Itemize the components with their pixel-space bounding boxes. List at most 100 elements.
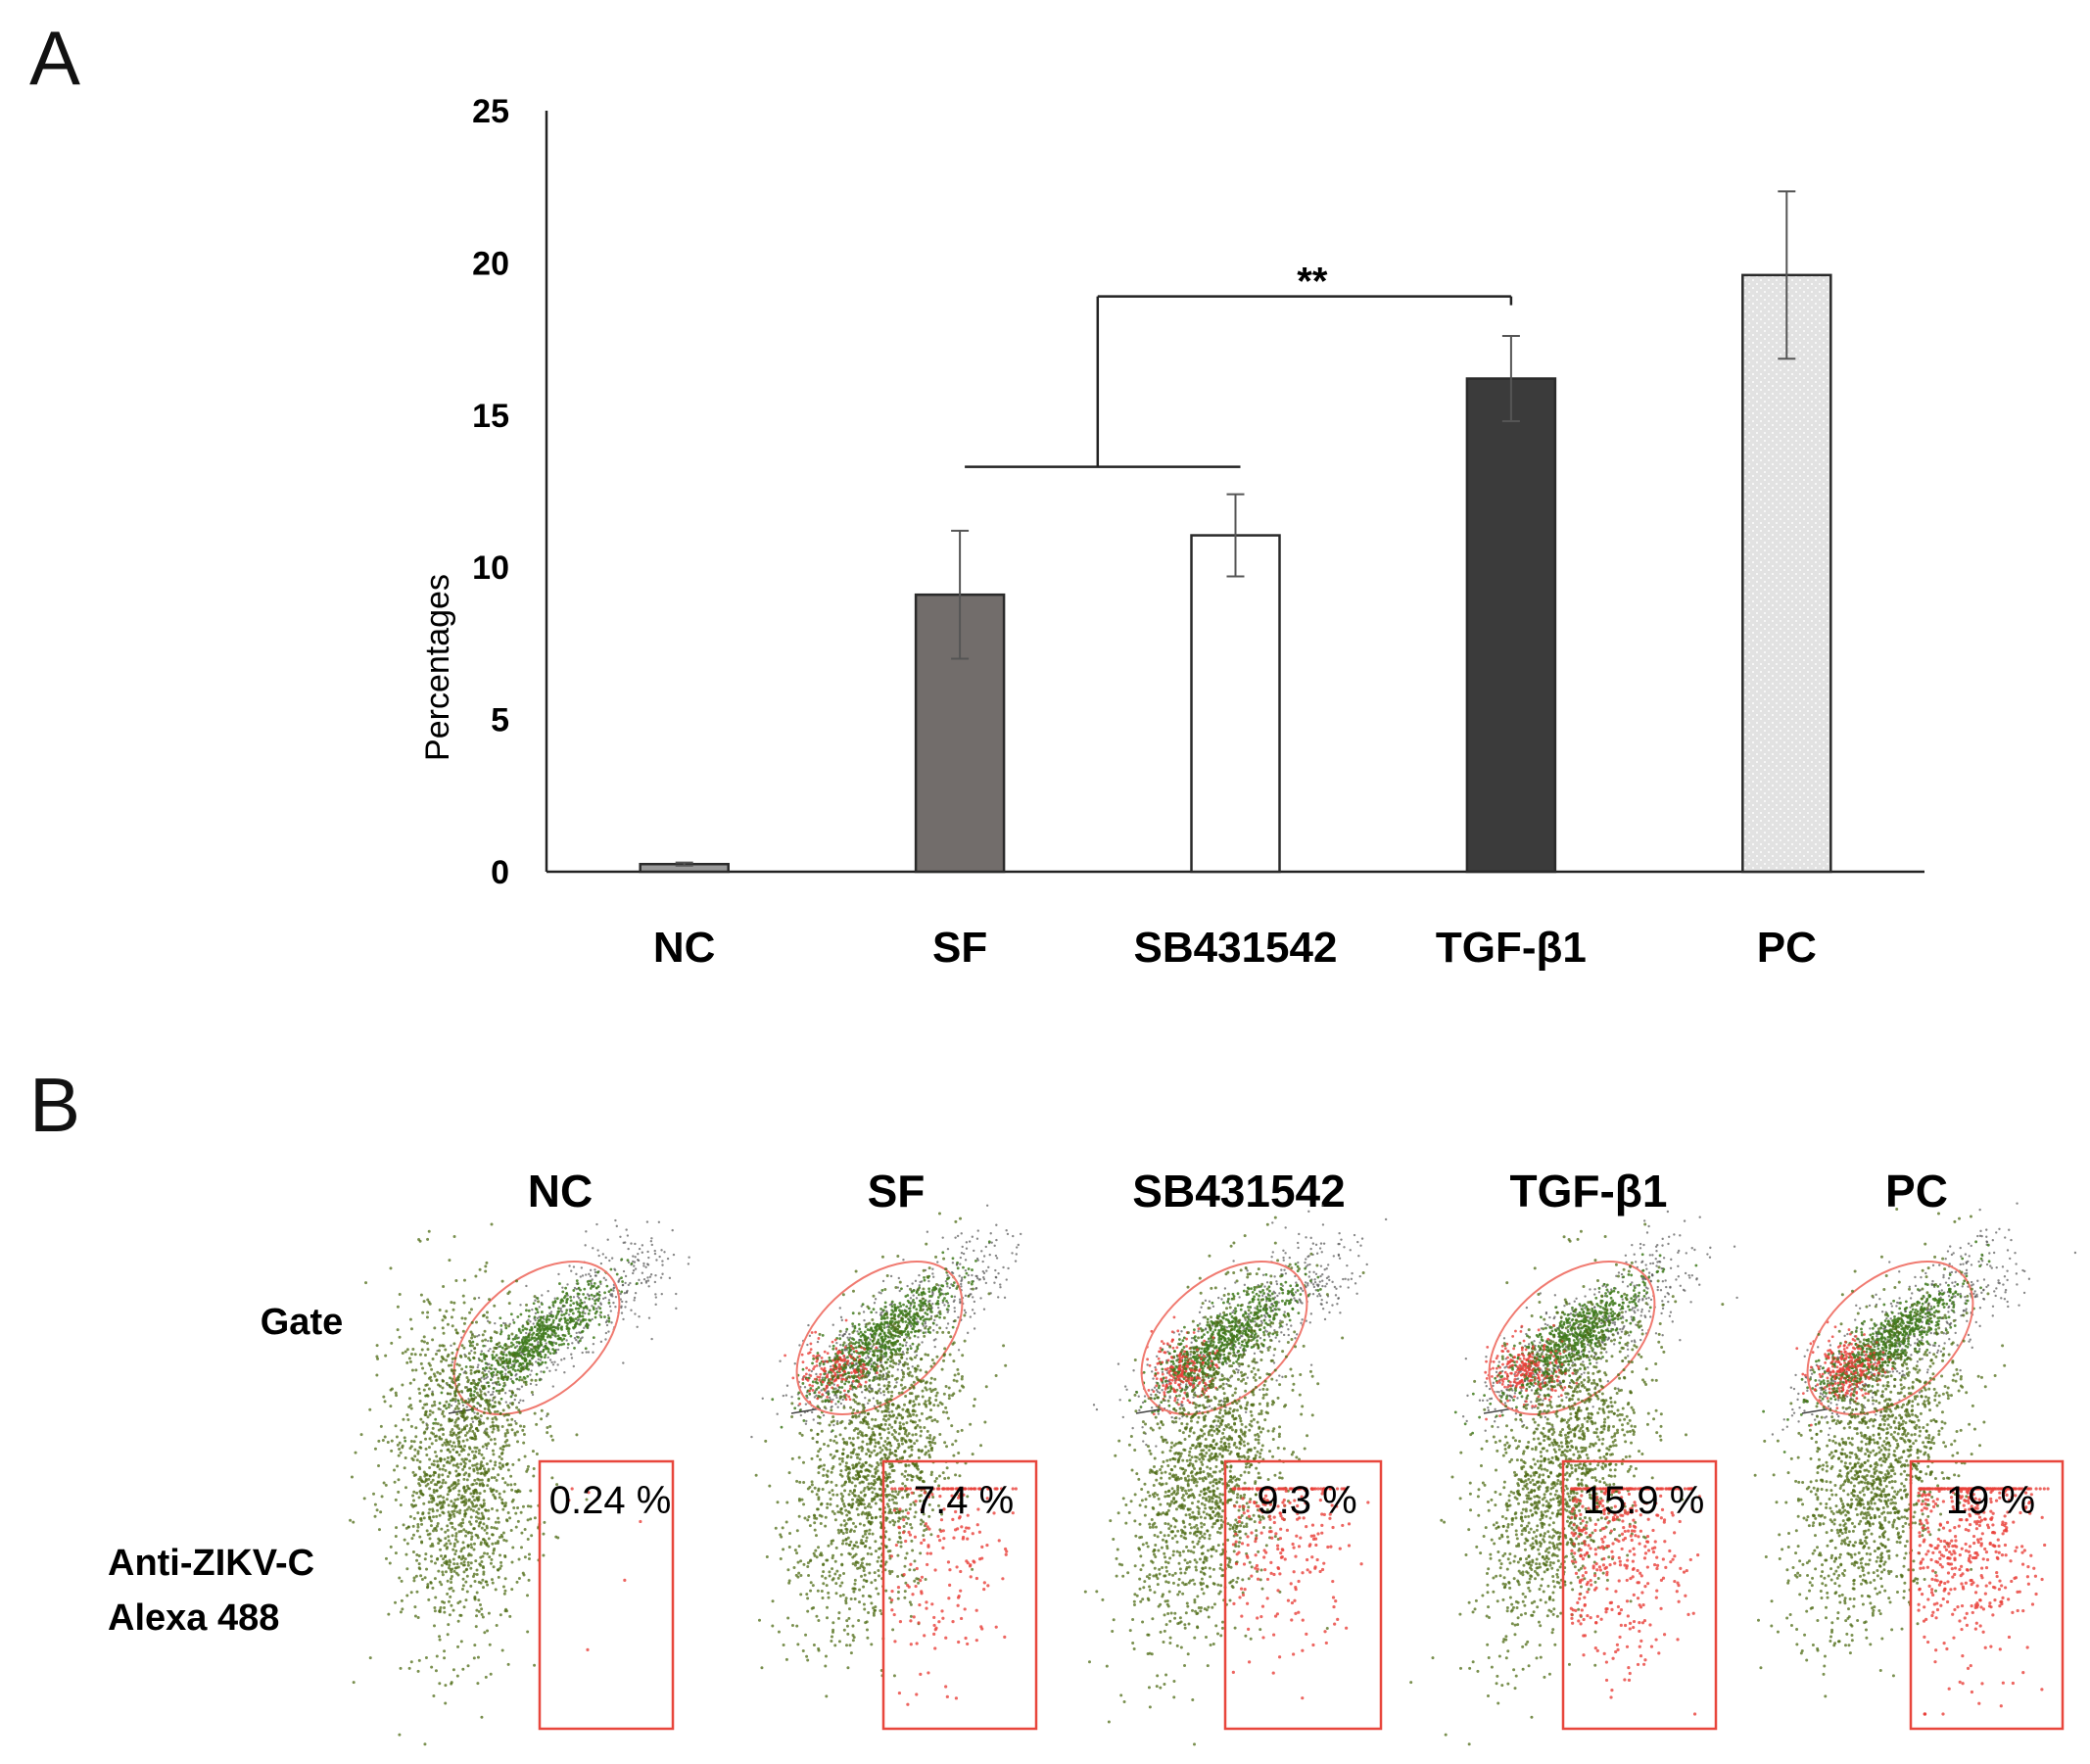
ungated-event (470, 1349, 473, 1353)
ungated-event (887, 1324, 890, 1328)
gated-event (537, 1347, 541, 1350)
gated-event (892, 1329, 895, 1333)
gated-event (1557, 1331, 1560, 1335)
positive-event (1147, 1389, 1151, 1392)
gated-event (569, 1295, 573, 1299)
gated-event (847, 1380, 851, 1384)
gated-event (1590, 1328, 1592, 1332)
gated-event (1540, 1382, 1543, 1386)
y-tick-label: 10 (472, 549, 509, 587)
ungated-event (1170, 1364, 1173, 1367)
gated-event (563, 1334, 567, 1338)
positive-event (833, 1373, 837, 1377)
gated-event (919, 1307, 923, 1311)
ungated-event (572, 1364, 575, 1368)
gated-event (1147, 1397, 1151, 1400)
gated-event (1190, 1370, 1194, 1374)
gated-event (1575, 1351, 1579, 1355)
ungated-event (1528, 1373, 1531, 1377)
positive-event (840, 1378, 844, 1382)
gated-event (1239, 1353, 1243, 1357)
gated-event (906, 1311, 910, 1315)
gated-event (945, 1300, 948, 1303)
ungated-event (1153, 1386, 1157, 1389)
ungated-event (931, 1302, 934, 1306)
ungated-event (1168, 1373, 1172, 1377)
ungated-event (633, 1264, 636, 1267)
ungated-event (594, 1274, 597, 1277)
ungated-event (1494, 1407, 1496, 1410)
ungated-event (807, 1402, 810, 1405)
gated-event (1554, 1329, 1558, 1332)
gated-event (538, 1325, 542, 1329)
gated-event (913, 1305, 916, 1308)
gated-event (1573, 1341, 1577, 1345)
ungated-event (579, 1331, 582, 1335)
positive-event (826, 1359, 829, 1363)
gated-event (1561, 1325, 1565, 1329)
positive-event (1187, 1379, 1190, 1383)
gated-event (1544, 1326, 1547, 1330)
ungated-event (915, 1354, 919, 1358)
ungated-event (575, 1282, 579, 1285)
ungated-event (1693, 1248, 1696, 1252)
gated-event (1596, 1325, 1599, 1329)
ungated-event (1667, 1300, 1670, 1304)
gated-event (1182, 1346, 1186, 1349)
gated-event (1582, 1349, 1586, 1352)
gated-event (1227, 1342, 1231, 1346)
ungated-event (522, 1368, 525, 1371)
gated-event (491, 1354, 495, 1357)
ungated-event (960, 1232, 963, 1235)
gated-event (1234, 1323, 1238, 1327)
ungated-event (1155, 1445, 1158, 1448)
gated-event (1192, 1356, 1196, 1359)
gated-event (1219, 1319, 1223, 1323)
ungated-event (1508, 1399, 1511, 1402)
positive-event (836, 1384, 839, 1387)
ungated-event (527, 1339, 531, 1342)
ungated-event (1478, 1399, 1482, 1402)
ungated-event (1656, 1285, 1659, 1289)
gated-event (513, 1358, 517, 1361)
ungated-event (1150, 1397, 1153, 1400)
ungated-event (572, 1265, 576, 1268)
gated-event (563, 1294, 567, 1298)
gated-event (533, 1325, 537, 1329)
gated-event (1560, 1336, 1564, 1339)
gated-event (1251, 1316, 1255, 1320)
ungated-event (484, 1354, 487, 1357)
ungated-event (426, 1426, 429, 1429)
gated-event (922, 1331, 926, 1335)
gated-event (890, 1316, 894, 1320)
ungated-event (1254, 1320, 1257, 1323)
gated-event (573, 1325, 577, 1329)
gated-event (1194, 1368, 1198, 1371)
positive-event (1204, 1383, 1208, 1387)
gated-event (468, 1344, 472, 1348)
ungated-event (477, 1334, 481, 1337)
gated-event (485, 1366, 489, 1370)
gated-event (1581, 1345, 1584, 1349)
positive-event (814, 1330, 818, 1334)
positive-event (1207, 1386, 1211, 1390)
ungated-event (1256, 1360, 1259, 1364)
gated-event (1516, 1357, 1520, 1360)
ungated-event (1621, 1275, 1624, 1279)
ungated-event (541, 1294, 544, 1297)
gated-event (508, 1353, 512, 1357)
gated-event (1622, 1275, 1626, 1279)
ungated-event (1603, 1338, 1607, 1341)
gated-event (1595, 1326, 1599, 1329)
gated-event (879, 1327, 883, 1331)
gated-event (1629, 1330, 1633, 1334)
positive-event (1171, 1346, 1175, 1350)
gated-event (1547, 1376, 1551, 1380)
ungated-event (613, 1325, 616, 1329)
ungated-event (581, 1274, 585, 1277)
gated-event (1164, 1379, 1167, 1383)
gated-event (1562, 1363, 1565, 1367)
ungated-event (850, 1383, 854, 1386)
gated-event (1621, 1301, 1625, 1305)
